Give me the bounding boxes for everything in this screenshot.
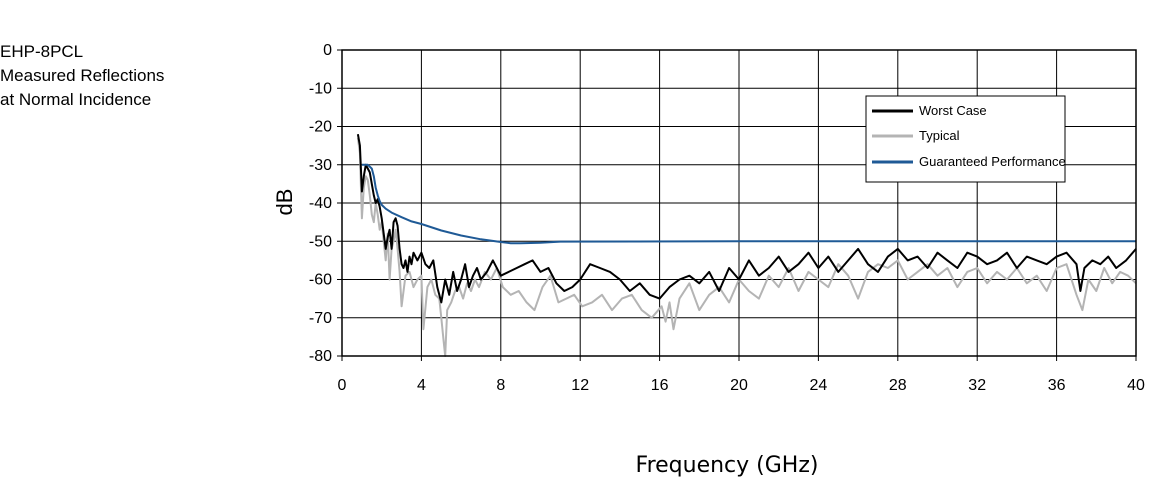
legend: Worst Case Typical Guaranteed Performanc… [865,95,1066,183]
x-tick-label: 16 [651,377,669,394]
typical-line [356,137,1137,357]
y-tick-label: 0 [323,42,332,59]
y-tick-label: -40 [309,195,332,212]
x-tick-label: 28 [889,377,907,394]
y-tick-label: -30 [309,157,332,174]
worst-case-line [356,134,1137,304]
x-tick-label: 8 [496,377,505,394]
tick-layer: 0 4 8 12 16 20 24 28 32 36 40 0 -10 -20 -30 -40 -50 -60 -7… [309,42,1145,394]
y-tick-label: -70 [309,310,332,327]
y-axis-label: dB [272,189,297,216]
side-title: EHP-8PCL Measured Reflections at Normal … [0,40,164,112]
x-tick-label: 4 [417,377,426,394]
side-title-line-3: at Normal Incidence [0,90,152,109]
x-tick-label: 20 [730,377,748,394]
x-tick-label: 40 [1127,377,1145,394]
x-tick-label: 12 [571,377,589,394]
y-tick-label: -10 [309,80,332,97]
y-tick-label: -60 [309,272,332,289]
guaranteed-performance-line [361,163,1136,245]
x-tick-label: 32 [968,377,986,394]
x-tick-label: 36 [1048,377,1066,394]
legend-label-worst-case: Worst Case [919,103,987,118]
x-axis-label: Frequency (GHz) [636,453,819,478]
side-title-line-2: Measured Reflections [0,66,165,85]
legend-label-guaranteed-performance: Guaranteed Performance [919,154,1066,169]
y-tick-label: -20 [309,119,332,136]
x-tick-label: 0 [338,377,347,394]
x-tick-label: 24 [810,377,828,394]
side-title-line-1: EHP-8PCL [0,42,84,61]
legend-label-typical: Typical [919,128,960,143]
y-tick-label: -80 [309,348,332,365]
y-tick-label: -50 [309,233,332,250]
series-layer [356,134,1137,357]
